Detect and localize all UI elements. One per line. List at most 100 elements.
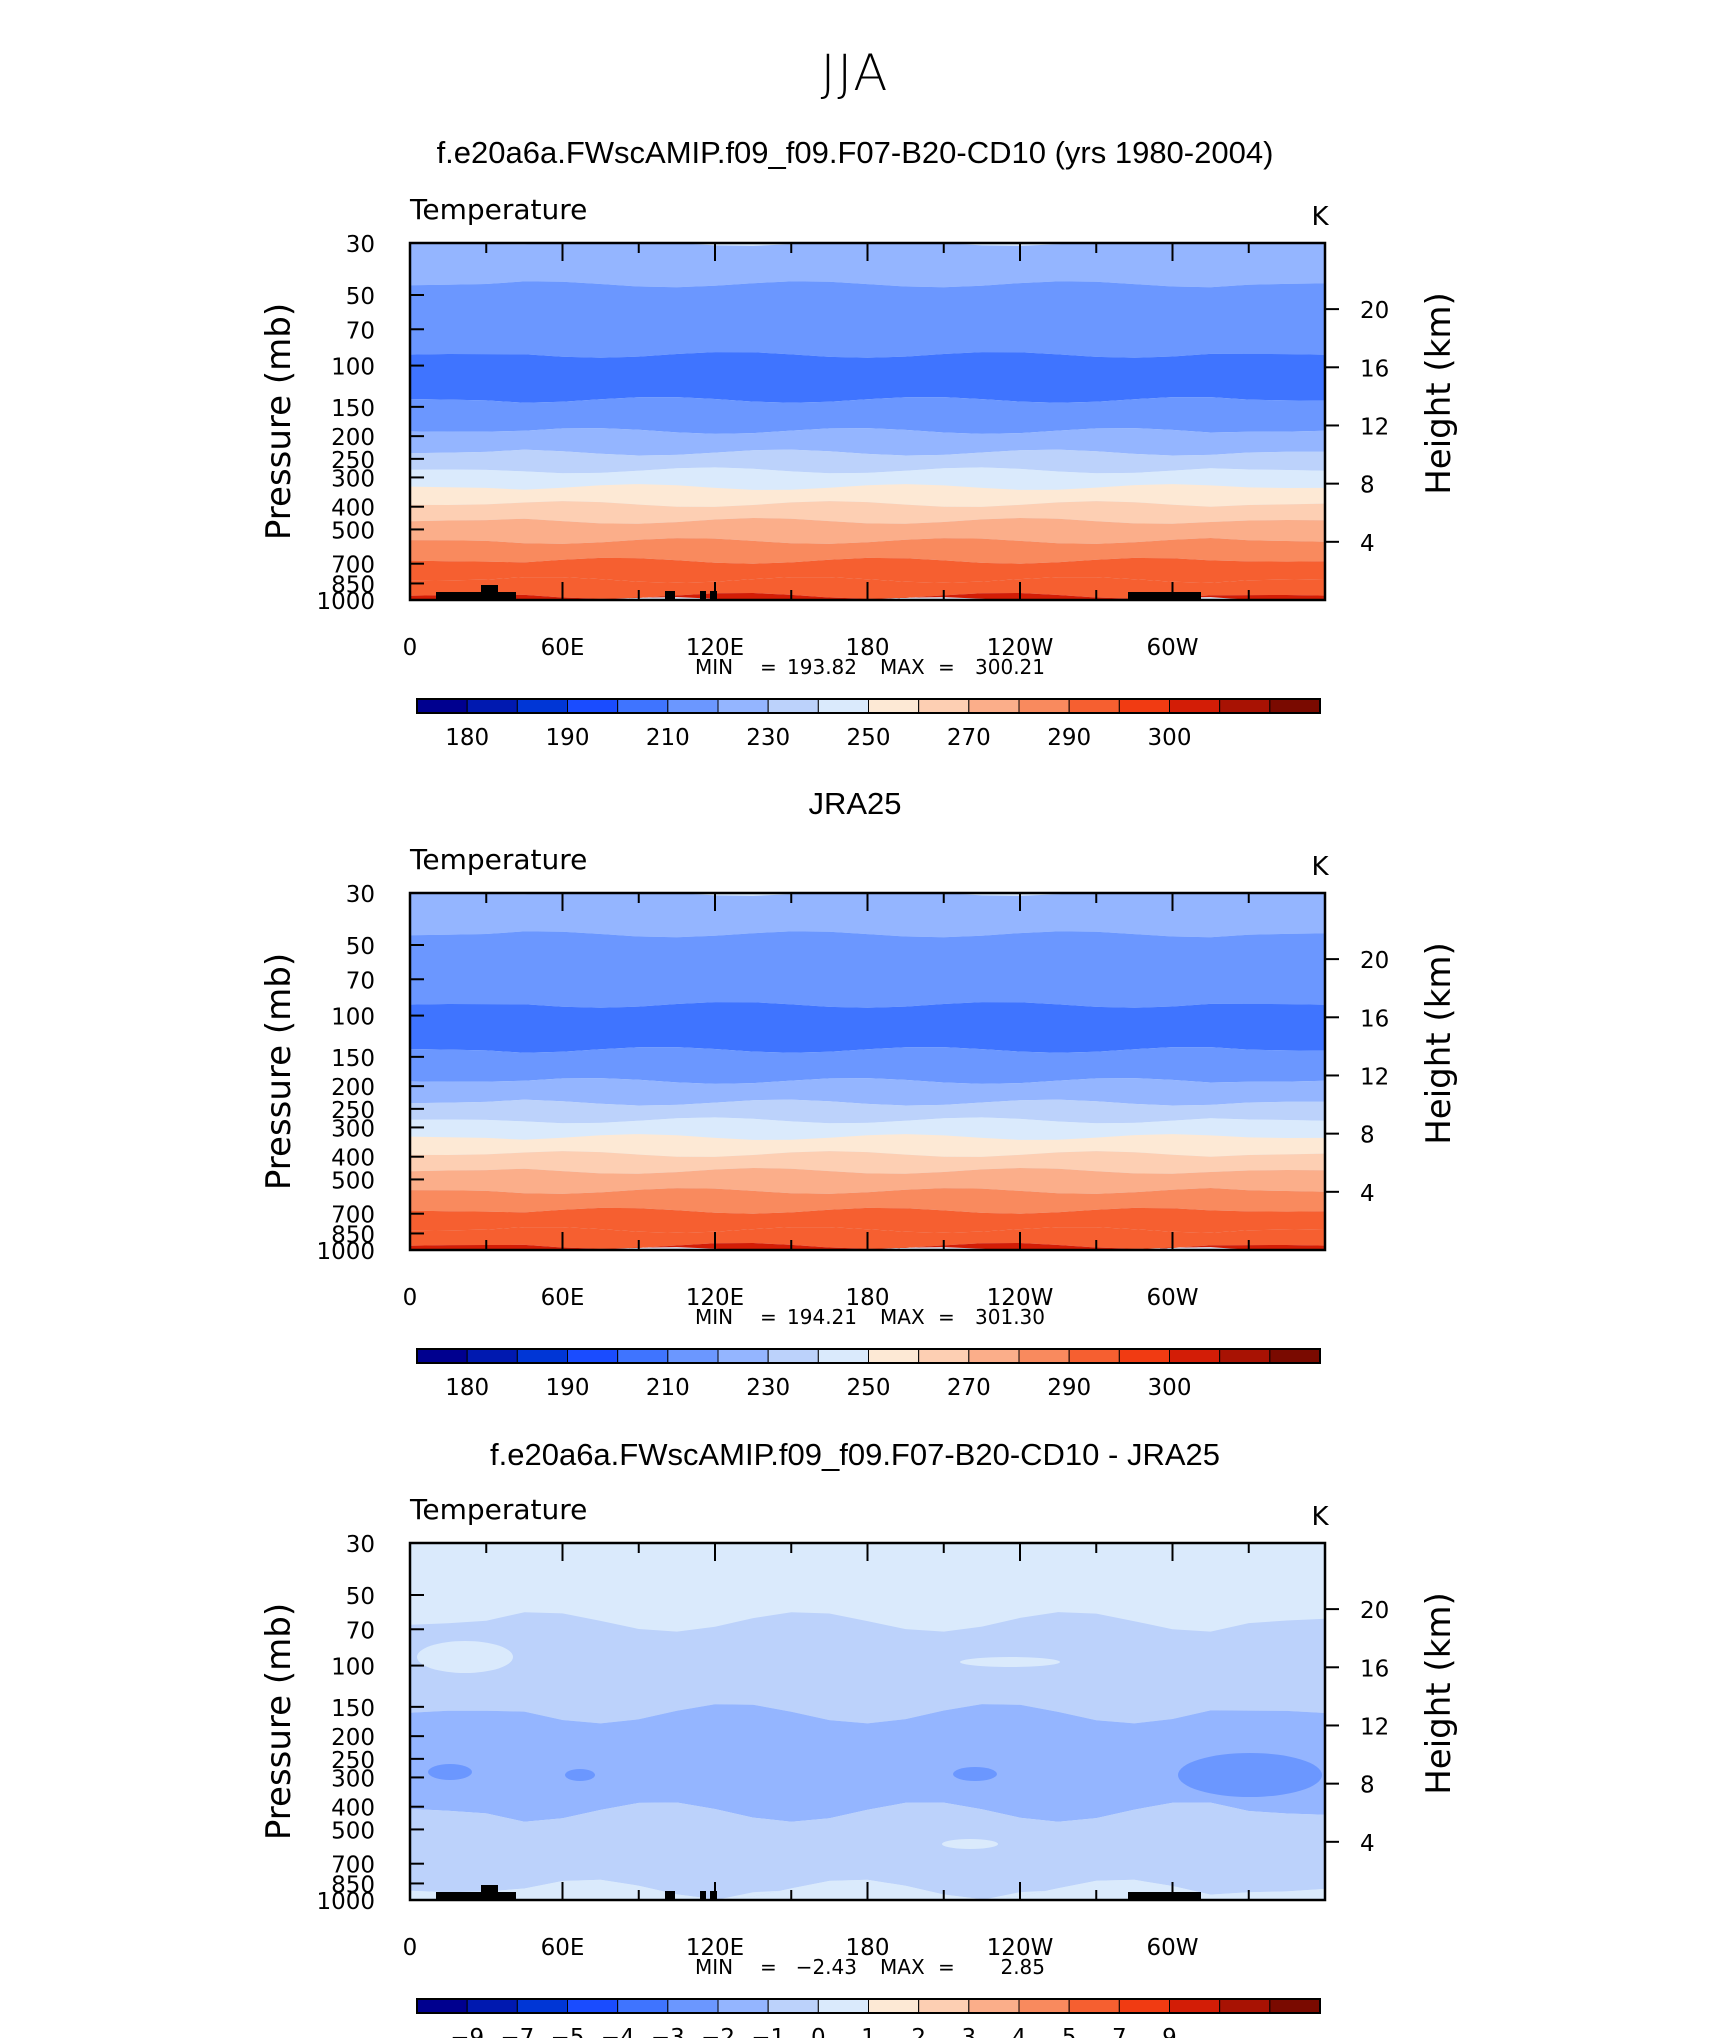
- colorbar-box: [817, 1348, 869, 1364]
- y2-axis-label: Height (km): [1419, 942, 1459, 1145]
- x-tick-label: 120W: [987, 1935, 1054, 1961]
- y-tick-label: 150: [331, 1046, 375, 1072]
- colorbar-label: 270: [947, 725, 991, 751]
- colorbar-label: 4: [1012, 2025, 1027, 2038]
- contour-band: [410, 1543, 1325, 1632]
- x-tick-label: 0: [403, 1285, 418, 1311]
- y2-tick-label: 12: [1360, 414, 1389, 440]
- colorbar-box: [617, 1998, 669, 2014]
- y-tick-label: 150: [331, 1696, 375, 1722]
- y2-axis-label: Height (km): [1419, 1592, 1459, 1795]
- topography-mask: [481, 585, 498, 600]
- colorbar-label: 180: [445, 725, 489, 751]
- colorbar-box: [1118, 698, 1171, 714]
- colorbar-box: [466, 698, 518, 714]
- colorbar-box: [1169, 1998, 1221, 2014]
- plot-area: [410, 243, 1325, 600]
- y2-tick-label: 8: [1360, 1123, 1375, 1149]
- colorbar-label: 2: [911, 2025, 926, 2038]
- y2-axis-label: Height (km): [1419, 292, 1459, 495]
- colorbar-box: [968, 698, 1020, 714]
- min-value: 193.82: [787, 655, 857, 679]
- chart-panel-1: f.e20a6a.FWscAMIP.f09_f09.F07-B20-CD10 (…: [259, 135, 1459, 751]
- variable-label: Temperature: [409, 1493, 587, 1526]
- colorbar-box: [717, 1998, 769, 2014]
- chart-panel-3: f.e20a6a.FWscAMIP.f09_f09.F07-B20-CD10 -…: [259, 1437, 1459, 2038]
- colorbar-box: [516, 1998, 568, 2014]
- colorbar-box: [1118, 1998, 1171, 2014]
- colorbar-label: 0: [811, 2025, 826, 2038]
- y-tick-label: 30: [346, 882, 375, 908]
- y-tick-label: 500: [331, 1818, 375, 1844]
- max-label: MAX: [880, 1955, 925, 1979]
- colorbar-box: [567, 1348, 619, 1364]
- y-axis-label: Pressure (mb): [259, 303, 299, 540]
- contour-band: [410, 1047, 1325, 1084]
- colorbar-label: −2: [701, 2025, 735, 2038]
- topography-mask: [436, 1892, 516, 1900]
- y-tick-label: 850: [331, 572, 375, 598]
- colorbar-box: [717, 1348, 769, 1364]
- x-tick-label: 60W: [1146, 1285, 1198, 1311]
- contour-band: [410, 352, 1325, 403]
- colorbar-box: [767, 698, 819, 714]
- y-axis-label: Pressure (mb): [259, 1603, 299, 1840]
- contour-band: [410, 518, 1325, 544]
- contour-band: [410, 1802, 1325, 1900]
- contour-band: [410, 1134, 1325, 1157]
- colorbar-box: [1018, 1348, 1070, 1364]
- contour-band: [410, 1168, 1325, 1194]
- colorbar-box: [1269, 1348, 1321, 1364]
- colorbar-box: [918, 698, 970, 714]
- colorbar-label: −5: [551, 2025, 585, 2038]
- y-tick-label: 250: [331, 448, 375, 474]
- x-tick-label: 120E: [686, 635, 744, 661]
- plot-area: [410, 893, 1325, 1250]
- x-tick-label: 0: [403, 1935, 418, 1961]
- contour-band: [410, 557, 1325, 583]
- colorbar-label: 270: [947, 1375, 991, 1401]
- colorbar-box: [1219, 1348, 1271, 1364]
- colorbar-box: [968, 1998, 1020, 2014]
- x-tick-label: 60E: [541, 1285, 585, 1311]
- y-tick-label: 200: [331, 1725, 375, 1751]
- max-value: 2.85: [1000, 1955, 1045, 1979]
- colorbar-box: [1118, 1348, 1171, 1364]
- contour-blob: [960, 1657, 1060, 1667]
- contour-band: [410, 1002, 1325, 1053]
- contour-blob: [1178, 1753, 1322, 1797]
- colorbar-frame: [416, 698, 1321, 714]
- colorbar-box: [918, 1998, 970, 2014]
- y-tick-label: 850: [331, 1872, 375, 1898]
- topography-mask: [436, 592, 516, 600]
- y2-tick-label: 4: [1360, 531, 1375, 557]
- y-tick-label: 850: [331, 1222, 375, 1248]
- colorbar-box: [466, 1348, 518, 1364]
- colorbar-label: −1: [751, 2025, 785, 2038]
- colorbar-label: 230: [746, 1375, 790, 1401]
- colorbar-label: 230: [746, 725, 790, 751]
- colorbar-box: [1068, 1998, 1120, 2014]
- contour-band: [410, 1704, 1325, 1822]
- contour-band: [410, 428, 1325, 456]
- contour-band: [410, 501, 1325, 524]
- x-tick-label: 120E: [686, 1285, 744, 1311]
- y2-tick-label: 12: [1360, 1714, 1389, 1740]
- y-tick-label: 300: [331, 1116, 375, 1142]
- colorbar-label: 250: [847, 1375, 891, 1401]
- colorbar-label: 290: [1047, 1375, 1091, 1401]
- x-tick-label: 120W: [987, 1285, 1054, 1311]
- topography-mask: [710, 1891, 717, 1900]
- colorbar-box: [918, 1348, 970, 1364]
- topography-mask: [481, 1885, 498, 1900]
- equals-sign: =: [938, 1305, 955, 1329]
- colorbar-box: [1269, 1998, 1321, 2014]
- colorbar-label: −3: [651, 2025, 685, 2038]
- panel-title: JRA25: [808, 786, 901, 821]
- y-tick-label: 400: [331, 1796, 375, 1822]
- colorbar-box: [1169, 1348, 1221, 1364]
- units-label: K: [1311, 852, 1329, 882]
- colorbar-box: [868, 1998, 920, 2014]
- units-label: K: [1311, 1502, 1329, 1532]
